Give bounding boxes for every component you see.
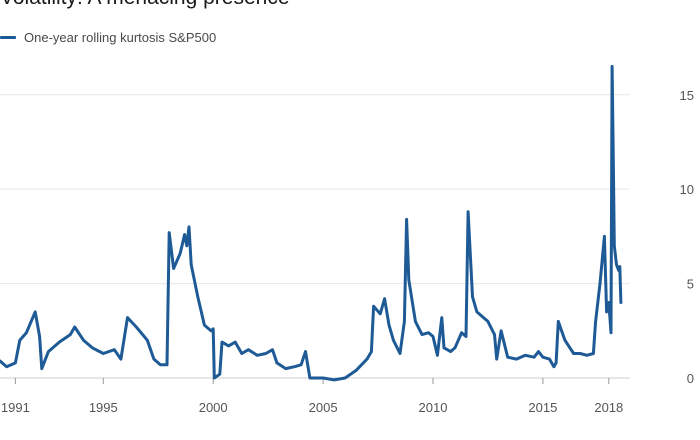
legend-swatch — [0, 36, 16, 39]
x-tick-label-2015: 2015 — [528, 400, 557, 415]
x-tick-label-1995: 1995 — [89, 400, 118, 415]
y-tick-label-0: 0 — [687, 371, 694, 386]
chart-title: Volatility: A menacing presence — [0, 0, 290, 10]
legend-label: One-year rolling kurtosis S&P500 — [24, 30, 217, 45]
x-tick-label-2010: 2010 — [419, 400, 448, 415]
x-tick-label-1991: 1991 — [1, 400, 30, 415]
legend: One-year rolling kurtosis S&P500 — [0, 30, 216, 45]
y-tick-label-5: 5 — [687, 277, 694, 292]
series-line-0 — [0, 64, 623, 382]
x-tick-label-2018: 2018 — [594, 400, 623, 415]
y-tick-label-15: 15 — [680, 88, 694, 103]
x-tick-label-2005: 2005 — [309, 400, 338, 415]
x-tick-label-2000: 2000 — [199, 400, 228, 415]
y-tick-label-10: 10 — [680, 182, 694, 197]
